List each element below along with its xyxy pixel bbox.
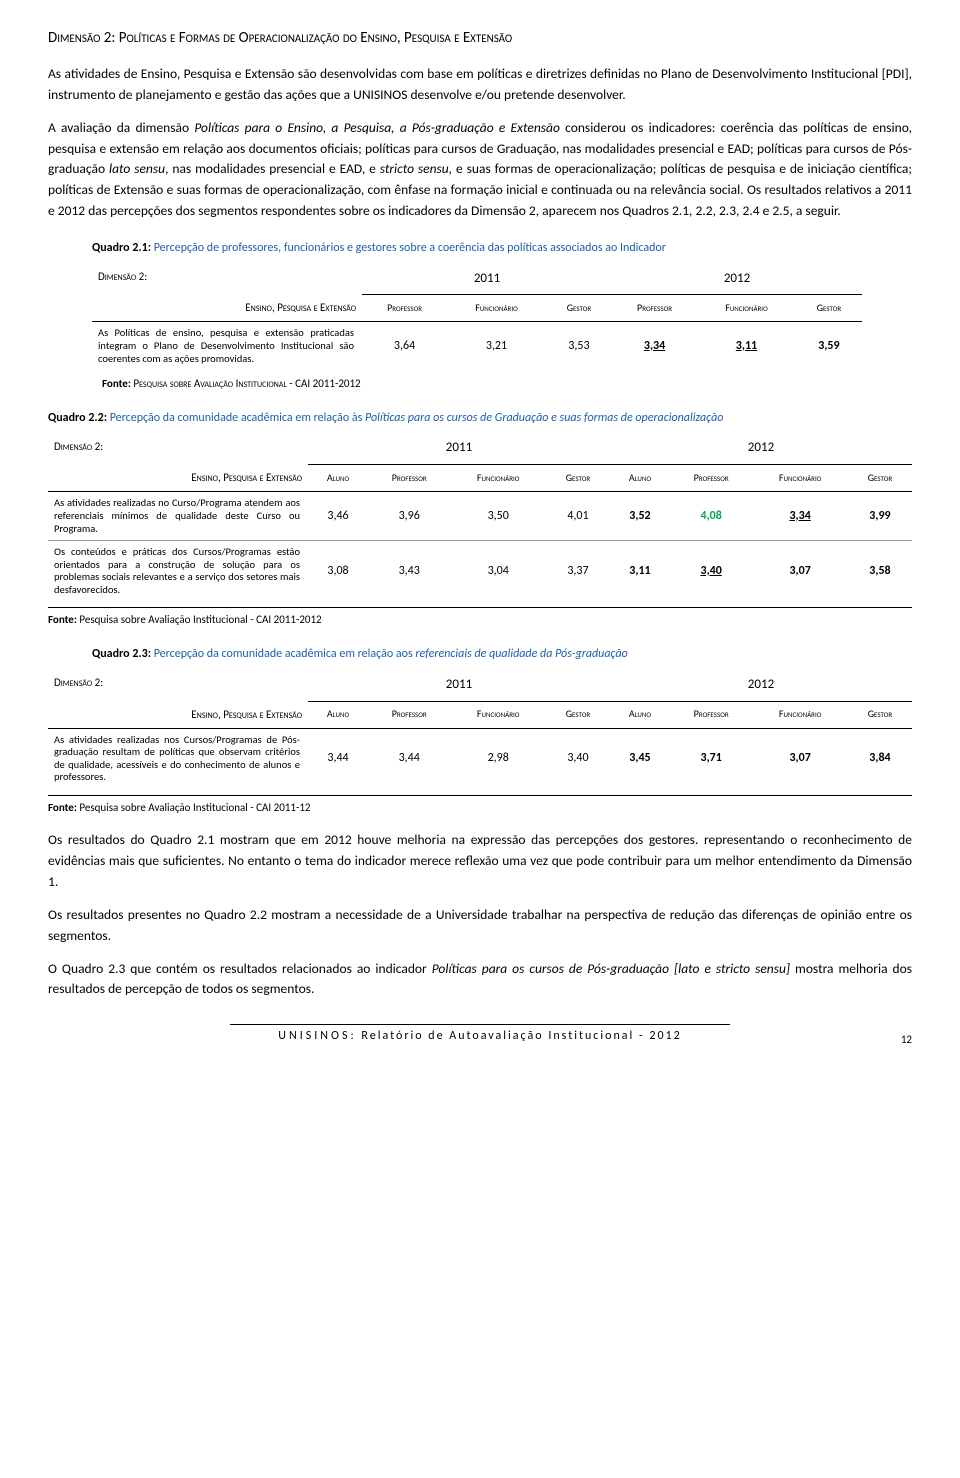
fonte-2-1: Fonte: Pesquisa sobre Avaliação Instituc…: [102, 376, 912, 392]
dim-sub: Ensino, Pesquisa e Extensão: [245, 300, 356, 316]
fonte-2-3: Fonte: Pesquisa sobre Avaliação Instituc…: [48, 800, 912, 816]
section-title: Dimensão 2: Políticas e Formas de Operac…: [48, 28, 912, 50]
quadro-2-2-table: Dimensão 2: Ensino, Pesquisa e Extensão …: [48, 434, 912, 602]
table-row: As atividades realizadas no Curso/Progra…: [48, 492, 912, 541]
year-2012: 2012: [612, 264, 862, 295]
table-row: As Políticas de ensino, pesquisa e exten…: [92, 322, 862, 370]
paragraph-1: As atividades de Ensino, Pesquisa e Exte…: [48, 64, 912, 106]
dim-label: Dimensão 2:: [98, 270, 147, 283]
footer-divider: [230, 1024, 730, 1025]
year-2011: 2011: [362, 264, 612, 295]
quadro-2-1-table: Dimensão 2: Ensino, Pesquisa e Extensão …: [92, 264, 862, 371]
paragraph-5: O Quadro 2.3 que contém os resultados re…: [48, 959, 912, 1001]
table-row: As atividades realizadas nos Cursos/Prog…: [48, 728, 912, 789]
paragraph-4: Os resultados presentes no Quadro 2.2 mo…: [48, 905, 912, 947]
table-row: Os conteúdos e práticas dos Cursos/Progr…: [48, 541, 912, 602]
paragraph-3: Os resultados do Quadro 2.1 mostram que …: [48, 830, 912, 893]
quadro-2-3-table: Dimensão 2: Ensino, Pesquisa e Extensão …: [48, 670, 912, 789]
paragraph-2: A avaliação da dimensão Políticas para o…: [48, 118, 912, 223]
quadro-2-1-caption: Quadro 2.1: Percepção de professores, fu…: [92, 240, 868, 257]
fonte-2-2: Fonte: Pesquisa sobre Avaliação Instituc…: [48, 612, 912, 628]
quadro-2-3-caption: Quadro 2.3: Percepção da comunidade acad…: [92, 646, 868, 663]
page-number: 12: [48, 1032, 912, 1048]
quadro-2-2-caption: Quadro 2.2: Percepção da comunidade acad…: [48, 410, 912, 427]
